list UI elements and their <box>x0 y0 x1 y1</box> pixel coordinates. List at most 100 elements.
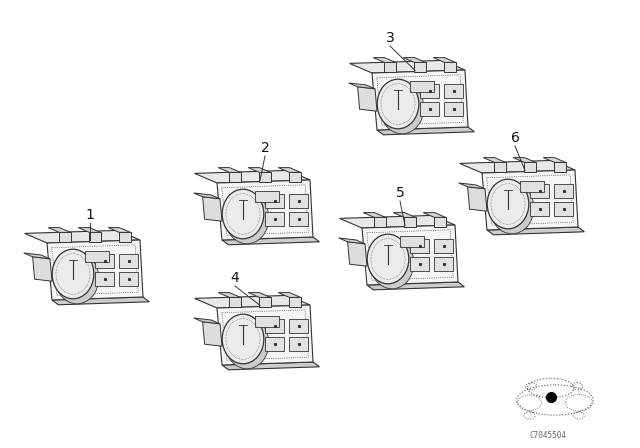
Polygon shape <box>248 293 271 297</box>
Polygon shape <box>217 305 313 365</box>
Polygon shape <box>217 180 313 240</box>
Ellipse shape <box>225 317 269 369</box>
Polygon shape <box>459 183 485 189</box>
Polygon shape <box>483 158 506 162</box>
Polygon shape <box>520 181 544 192</box>
Ellipse shape <box>490 182 534 234</box>
Text: 1: 1 <box>86 208 95 222</box>
Polygon shape <box>377 127 474 135</box>
Text: C7045504: C7045504 <box>529 431 566 439</box>
Polygon shape <box>229 172 241 182</box>
Polygon shape <box>460 160 575 173</box>
Polygon shape <box>487 227 584 235</box>
Polygon shape <box>349 83 375 89</box>
Polygon shape <box>433 58 456 62</box>
Polygon shape <box>119 272 138 286</box>
Polygon shape <box>444 62 456 72</box>
Polygon shape <box>513 158 536 162</box>
Polygon shape <box>47 240 143 300</box>
Polygon shape <box>194 318 220 324</box>
Polygon shape <box>340 215 455 228</box>
Polygon shape <box>420 102 439 116</box>
Ellipse shape <box>222 189 264 239</box>
Polygon shape <box>60 233 70 242</box>
Polygon shape <box>259 172 271 182</box>
Polygon shape <box>108 228 131 233</box>
Polygon shape <box>265 212 284 226</box>
Polygon shape <box>222 237 319 245</box>
Polygon shape <box>362 225 458 285</box>
Polygon shape <box>289 297 301 307</box>
Polygon shape <box>278 293 301 297</box>
Polygon shape <box>367 282 465 290</box>
Polygon shape <box>404 217 415 227</box>
Polygon shape <box>530 202 549 216</box>
Polygon shape <box>195 170 310 183</box>
Polygon shape <box>348 242 367 266</box>
Polygon shape <box>222 362 319 370</box>
Ellipse shape <box>380 82 424 134</box>
Polygon shape <box>364 213 385 217</box>
Polygon shape <box>24 253 50 259</box>
Polygon shape <box>248 168 271 172</box>
Polygon shape <box>435 217 445 227</box>
Polygon shape <box>78 228 100 233</box>
Text: 2: 2 <box>260 141 269 155</box>
Polygon shape <box>48 228 70 233</box>
Polygon shape <box>229 297 241 307</box>
Polygon shape <box>85 251 109 263</box>
Polygon shape <box>434 257 453 271</box>
Polygon shape <box>255 316 279 327</box>
Text: 4: 4 <box>230 271 239 285</box>
Polygon shape <box>259 297 271 307</box>
Polygon shape <box>265 194 284 208</box>
Polygon shape <box>468 187 487 211</box>
Polygon shape <box>203 197 222 221</box>
Text: 5: 5 <box>396 186 404 200</box>
Ellipse shape <box>487 179 529 229</box>
Polygon shape <box>289 172 301 182</box>
Polygon shape <box>374 217 385 227</box>
Polygon shape <box>403 58 426 62</box>
Polygon shape <box>434 239 453 253</box>
Polygon shape <box>415 62 426 72</box>
Polygon shape <box>265 319 284 333</box>
Polygon shape <box>120 233 131 242</box>
Polygon shape <box>444 84 463 98</box>
Polygon shape <box>255 191 279 202</box>
Polygon shape <box>423 213 445 217</box>
Polygon shape <box>203 322 222 346</box>
Ellipse shape <box>370 237 414 289</box>
Polygon shape <box>119 254 138 268</box>
Polygon shape <box>444 102 463 116</box>
Polygon shape <box>265 337 284 351</box>
Polygon shape <box>410 81 434 92</box>
Polygon shape <box>494 162 506 172</box>
Polygon shape <box>410 257 429 271</box>
Polygon shape <box>393 213 415 217</box>
Polygon shape <box>95 254 114 268</box>
Polygon shape <box>339 238 365 244</box>
Polygon shape <box>349 60 465 73</box>
Ellipse shape <box>55 252 99 304</box>
Polygon shape <box>543 158 566 162</box>
Polygon shape <box>194 193 220 199</box>
Ellipse shape <box>225 192 269 244</box>
Polygon shape <box>24 230 140 243</box>
Ellipse shape <box>222 314 264 364</box>
Polygon shape <box>218 168 241 172</box>
Polygon shape <box>372 70 468 130</box>
Polygon shape <box>554 184 573 198</box>
Polygon shape <box>289 194 308 208</box>
Polygon shape <box>410 239 429 253</box>
Polygon shape <box>95 272 114 286</box>
Polygon shape <box>358 87 377 111</box>
Polygon shape <box>33 257 52 281</box>
Polygon shape <box>289 319 308 333</box>
Text: 3: 3 <box>386 31 394 45</box>
Polygon shape <box>554 202 573 216</box>
Text: 6: 6 <box>511 131 520 145</box>
Polygon shape <box>289 337 308 351</box>
Polygon shape <box>278 168 301 172</box>
Polygon shape <box>530 184 549 198</box>
